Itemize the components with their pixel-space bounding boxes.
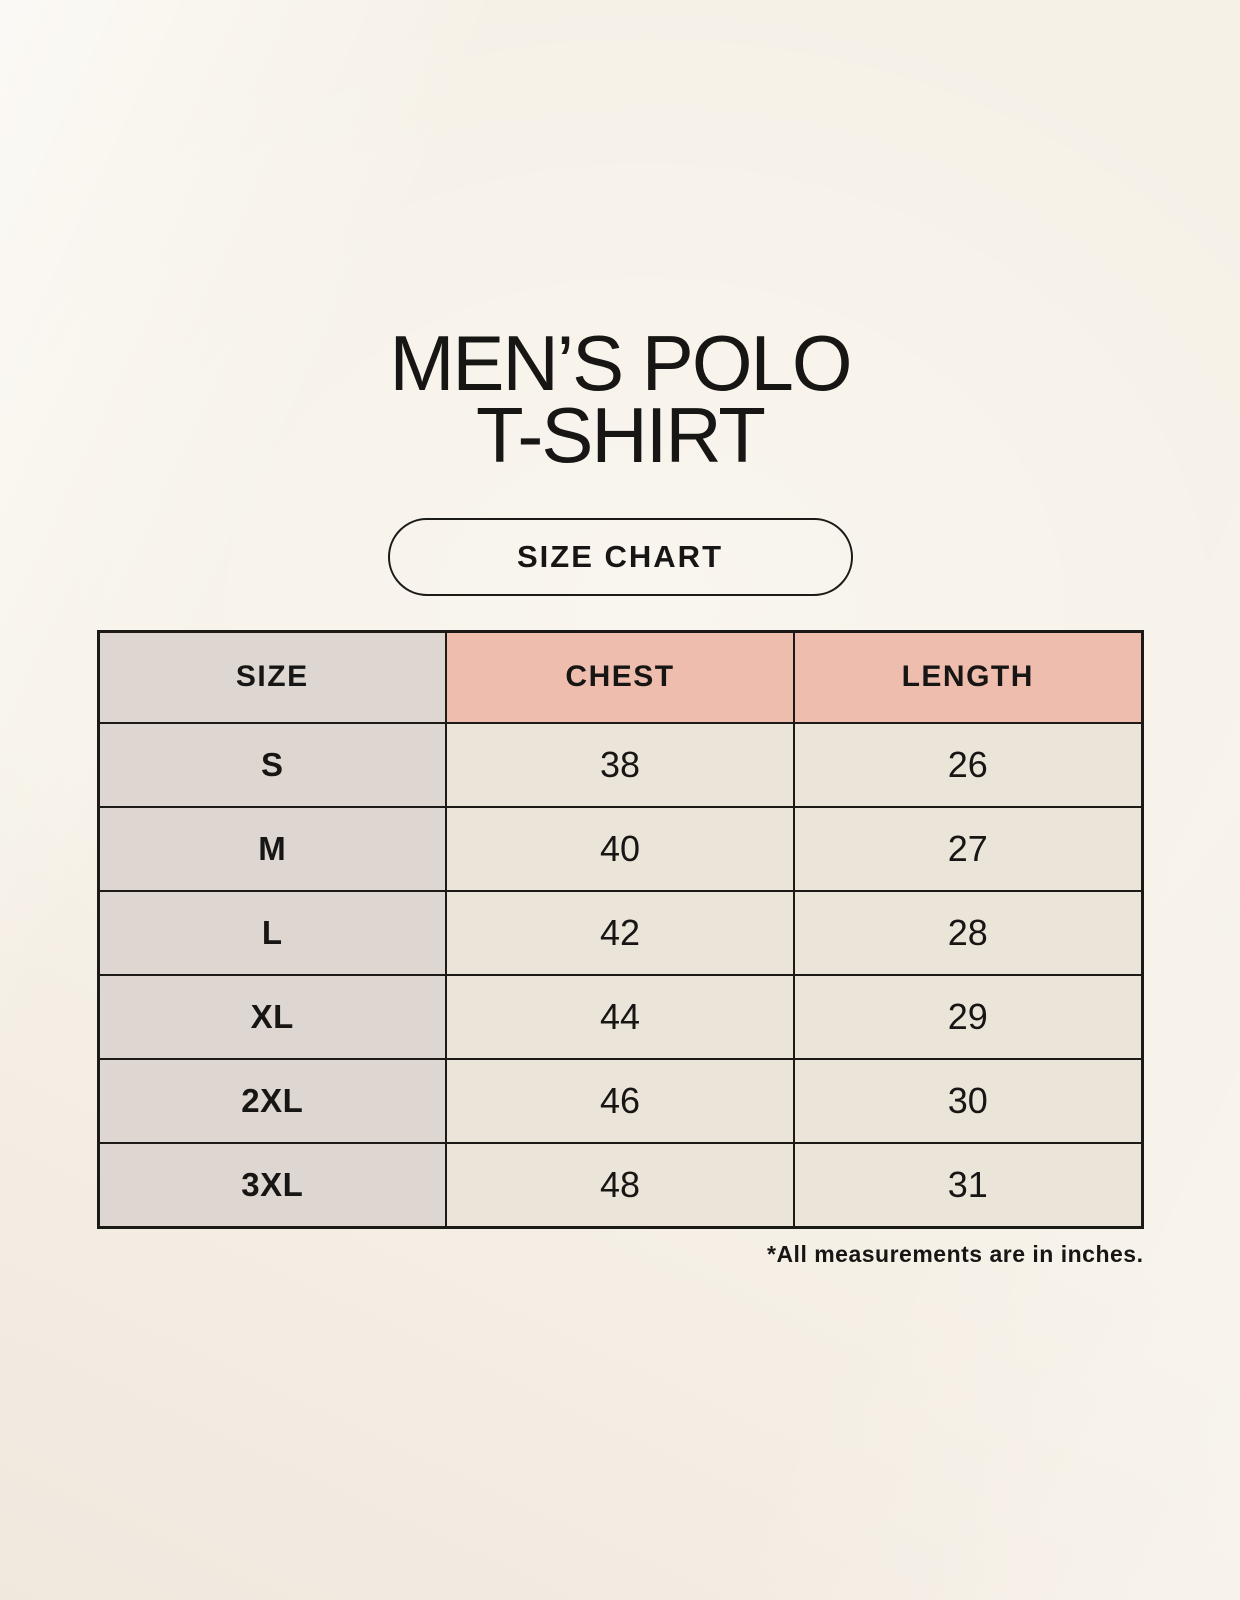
cell-length-s: 26 <box>793 721 1143 808</box>
cell-chest-l: 42 <box>445 889 795 976</box>
row-label-3xl: 3XL <box>97 1141 447 1228</box>
size-chart-badge-label: SIZE CHART <box>517 538 723 574</box>
cell-chest-3xl: 48 <box>445 1141 795 1228</box>
table-row-s: S 38 26 <box>97 721 1143 808</box>
row-label-s: S <box>97 721 447 808</box>
column-header-chest: CHEST <box>445 630 795 724</box>
measurements-footnote: *All measurements are in inches. <box>767 1240 1144 1267</box>
row-label-l: L <box>97 889 447 976</box>
table-row-2xl: 2XL 46 30 <box>97 1057 1143 1144</box>
header-row: SIZE CHEST LENGTH <box>97 630 1143 724</box>
table-row-l: L 42 28 <box>97 889 1143 976</box>
table-row-3xl: 3XL 48 31 <box>97 1141 1143 1228</box>
table-row-xl: XL 44 29 <box>97 973 1143 1060</box>
cell-chest-s: 38 <box>445 721 795 808</box>
cell-length-2xl: 30 <box>793 1057 1143 1144</box>
column-header-size: SIZE <box>97 630 447 724</box>
cell-length-l: 28 <box>793 889 1143 976</box>
cell-length-3xl: 31 <box>793 1141 1143 1228</box>
table-row-m: M 40 27 <box>97 805 1143 892</box>
size-chart-page: MEN’S POLO T-SHIRT SIZE CHART SIZE CHEST… <box>0 319 1240 1267</box>
cell-chest-xl: 44 <box>445 973 795 1060</box>
column-header-length: LENGTH <box>793 630 1143 724</box>
row-label-2xl: 2XL <box>97 1057 447 1144</box>
table-header: SIZE CHEST LENGTH <box>97 630 1143 724</box>
size-chart-badge: SIZE CHART <box>387 517 853 596</box>
page-title: MEN’S POLO T-SHIRT <box>0 319 1240 479</box>
cell-length-xl: 29 <box>793 973 1143 1060</box>
cell-length-m: 27 <box>793 805 1143 892</box>
size-chart-table: SIZE CHEST LENGTH S 38 26 M 40 27 L 42 2… <box>96 629 1144 1229</box>
title-line-2: T-SHIRT <box>476 390 766 479</box>
title-line-1: MEN’S POLO <box>389 319 852 407</box>
cell-chest-2xl: 46 <box>445 1057 795 1144</box>
row-label-xl: XL <box>97 973 447 1060</box>
cell-chest-m: 40 <box>445 805 795 892</box>
row-label-m: M <box>97 805 447 892</box>
